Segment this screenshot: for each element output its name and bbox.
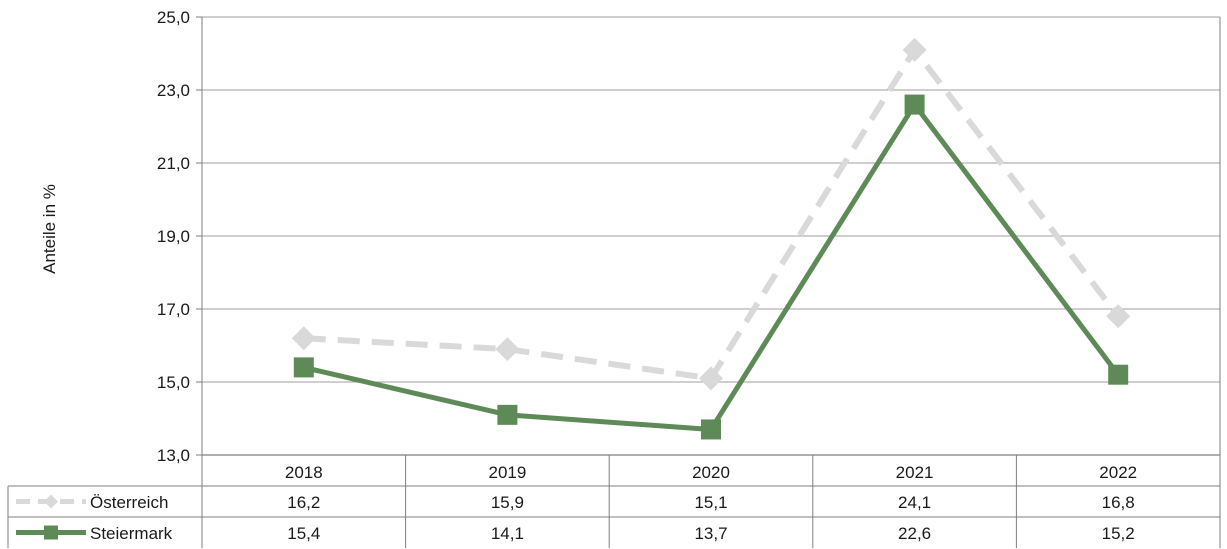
- y-tick-label: 25,0: [157, 8, 190, 27]
- y-axis-label: Anteile in %: [40, 184, 59, 274]
- series-steiermark: [293, 94, 1129, 440]
- legend-key: [16, 525, 86, 540]
- axes: 13,0 15,0 17,0 19,0 21,0 23,0 25,0: [157, 8, 1221, 548]
- square-marker: [701, 419, 721, 440]
- table-cell-value: 22,6: [898, 524, 931, 543]
- table-cell-value: 14,1: [491, 524, 524, 543]
- table-cell-value: 16,8: [1102, 493, 1135, 512]
- y-tick-label: 23,0: [157, 81, 190, 100]
- diamond-marker: [699, 366, 723, 391]
- x-category-label: 2019: [488, 463, 526, 482]
- y-tick-label: 15,0: [157, 373, 190, 392]
- y-tick-label: 13,0: [157, 446, 190, 465]
- y-tick-label: 19,0: [157, 227, 190, 246]
- square-marker: [497, 404, 518, 425]
- y-tick-label: 21,0: [157, 154, 190, 173]
- diamond-marker: [44, 494, 58, 509]
- gridlines: [202, 16, 1220, 383]
- table-cell-value: 15,1: [694, 493, 727, 512]
- x-category-label: 2020: [692, 463, 730, 482]
- legend-label: Steiermark: [90, 524, 173, 543]
- diamond-marker: [495, 337, 520, 362]
- table-cell-value: 16,2: [287, 493, 320, 512]
- square-marker: [904, 94, 925, 115]
- table-cell-value: 15,4: [287, 524, 320, 543]
- y-tick-label: 17,0: [157, 300, 190, 319]
- table-cell-value: 15,9: [491, 493, 524, 512]
- x-category-label: 2018: [285, 463, 323, 482]
- diamond-marker: [291, 326, 316, 351]
- legend-key: [16, 494, 86, 509]
- x-category-label: 2022: [1099, 463, 1137, 482]
- diamond-marker: [902, 37, 927, 62]
- table-cell-value: 13,7: [694, 524, 727, 543]
- data-table: 2018 2019 2020 2021 2022 Österreich 16,2 15,9 15…: [7, 455, 1220, 548]
- square-marker: [293, 357, 314, 378]
- square-marker: [1108, 364, 1129, 385]
- diamond-marker: [1106, 304, 1131, 329]
- square-marker: [44, 525, 58, 540]
- legend-label: Österreich: [90, 493, 168, 512]
- series: [291, 37, 1131, 440]
- table-cell-value: 24,1: [898, 493, 931, 512]
- series-österreich: [291, 37, 1131, 391]
- x-category-label: 2021: [896, 463, 934, 482]
- table-cell-value: 15,2: [1102, 524, 1135, 543]
